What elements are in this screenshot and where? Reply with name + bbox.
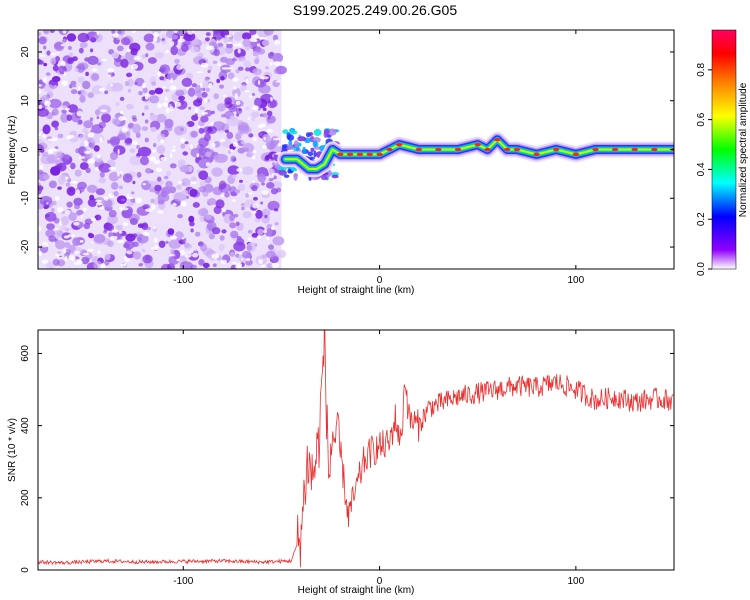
spectrogram-peak bbox=[474, 143, 481, 147]
snr-x-tick-label: 0 bbox=[377, 576, 383, 587]
spectrogram-peak bbox=[386, 147, 393, 152]
spectrogram-peak bbox=[651, 147, 658, 152]
spectrogram-peak bbox=[513, 147, 521, 152]
colorbar-tick-label: 0.8 bbox=[696, 62, 707, 76]
colorbar-gradient bbox=[711, 29, 737, 270]
snr-x-label: Height of straight line (km) bbox=[298, 585, 415, 596]
snr-frame bbox=[37, 329, 675, 571]
spectrogram-peak bbox=[396, 143, 403, 147]
spectrogram-peak bbox=[356, 152, 364, 156]
colorbar-tick-label: 0.4 bbox=[696, 162, 707, 176]
spectrogram-peak bbox=[611, 147, 619, 152]
colorbar: 0.0 0.2 0.4 0.6 0.8 Normalized spectral ampl… bbox=[696, 29, 749, 276]
spectrogram-peak bbox=[631, 147, 638, 152]
spectrogram-peak bbox=[572, 152, 580, 156]
spectrogram-peak bbox=[346, 152, 354, 156]
spectrogram-peak bbox=[494, 138, 501, 142]
spectrogram-peak bbox=[376, 152, 383, 156]
spectrogram-x-tick-label: 100 bbox=[568, 275, 585, 286]
snr-x-tick-label: -100 bbox=[173, 576, 193, 587]
spectrogram-y-tick-label: 20 bbox=[20, 46, 31, 58]
spectrogram-peak bbox=[435, 147, 442, 152]
spectrogram-y-tick-label: -20 bbox=[20, 239, 31, 254]
colorbar-tick-label: 0.0 bbox=[696, 262, 707, 276]
colorbar-tick-label: 0.2 bbox=[696, 212, 707, 226]
chart-title: S199.2025.249.00.26.G05 bbox=[292, 2, 458, 18]
spectrogram-y-tick-label: 0 bbox=[20, 146, 31, 152]
spectrogram-peak bbox=[592, 147, 599, 152]
snr-y-tick-label: 600 bbox=[20, 345, 31, 362]
snr-y-tick-label: 200 bbox=[20, 489, 31, 506]
spectrogram-peak bbox=[553, 147, 560, 152]
spectrogram-x-tick-label: 0 bbox=[377, 275, 383, 286]
snr-y-tick-label: 400 bbox=[20, 417, 31, 434]
spectrogram-peak bbox=[454, 147, 462, 152]
snr-y-label: SNR (10 * v/v) bbox=[7, 418, 18, 482]
snr-y-tick-label: 0 bbox=[20, 567, 31, 573]
colorbar-tick-label: 0.6 bbox=[696, 112, 707, 126]
snr-x-tick-label: 100 bbox=[568, 576, 585, 587]
spectrogram-peak bbox=[533, 152, 540, 156]
spectrogram-y-label: Frequency (Hz) bbox=[7, 116, 18, 185]
spectrogram-peak bbox=[415, 147, 422, 152]
spectrogram-peak bbox=[484, 147, 491, 152]
spectrogram-peak bbox=[337, 152, 344, 156]
spectrogram-peak bbox=[366, 152, 373, 156]
colorbar-label: Normalized spectral amplitude bbox=[738, 82, 749, 217]
snr-series-line bbox=[38, 330, 674, 568]
spectrogram-peak bbox=[503, 147, 511, 152]
spectrogram-x-label: Height of straight line (km) bbox=[298, 285, 415, 296]
spectrogram-noise-region bbox=[38, 30, 287, 269]
spectrogram-y-tick-label: 10 bbox=[20, 95, 31, 107]
snr-plot: -100 0 100 0 200 400 600 Height of straight li… bbox=[7, 329, 675, 596]
spectrogram-x-tick-label: -100 bbox=[173, 275, 193, 286]
spectrogram-y-tick-label: -10 bbox=[20, 191, 31, 206]
